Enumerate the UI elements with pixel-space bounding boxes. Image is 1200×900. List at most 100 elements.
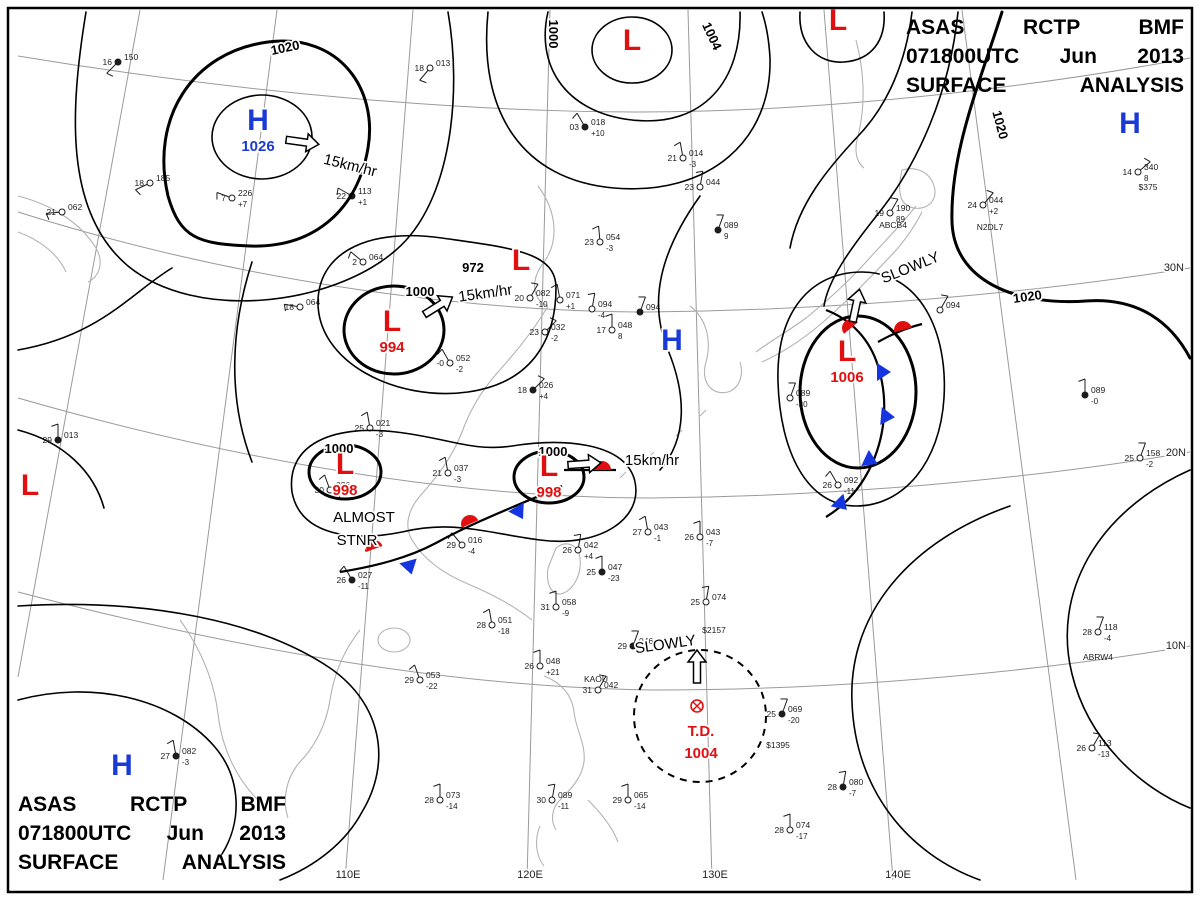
pressure-letter: H <box>111 749 133 782</box>
wind-barb-tick <box>135 189 141 196</box>
station-extra: -18 <box>498 627 510 636</box>
station-extra: -11 <box>558 802 570 811</box>
isobar-value-label: 1004 <box>699 20 725 53</box>
station-pressure: 052 <box>456 353 470 363</box>
station-plot: 21 014 -3 <box>668 141 703 169</box>
station-extra: -3 <box>606 244 614 253</box>
station-circle <box>1088 744 1096 752</box>
annotation-text: 15km/hr <box>322 151 379 181</box>
wind-barb-tick <box>106 72 114 77</box>
station-pressure: 065 <box>634 790 648 800</box>
isobar <box>1066 469 1191 809</box>
station-extra: -3 <box>689 160 697 169</box>
station-plot: 28 074 -17 <box>775 813 810 841</box>
station-extra: +1 <box>358 198 368 207</box>
wind-barb-tick <box>51 423 59 427</box>
station-plot: 26 043 -7 <box>685 520 720 548</box>
wind-barb-tick <box>45 213 50 220</box>
station-circle <box>536 662 544 670</box>
pressure-letter: L <box>623 24 641 57</box>
wind-barb-tick <box>533 649 541 653</box>
station-circle <box>458 541 466 549</box>
station-plot: 29 053 -22 <box>405 664 440 691</box>
station-circle <box>581 123 589 131</box>
station-temp: 7 <box>221 193 226 203</box>
isobar <box>591 16 673 84</box>
wind-barb-tick <box>673 141 681 147</box>
station-circle <box>296 303 304 311</box>
product-id: ASAS RCTP BMF <box>18 793 286 817</box>
station-extra: -2 <box>1146 460 1154 469</box>
station-temp: 24 <box>968 200 978 210</box>
wind-barb-tick <box>318 474 325 480</box>
station-circle <box>552 603 560 611</box>
low-pressure-center: L <box>621 22 643 59</box>
wind-barb-tick <box>283 304 286 312</box>
station-pressure: 113 <box>358 186 372 196</box>
station-pressure: 027 <box>358 570 372 580</box>
isobar <box>657 195 701 471</box>
isobar <box>17 603 380 881</box>
low-pressure-center: L <box>827 2 849 39</box>
station-temp: 18 <box>135 178 145 188</box>
meridian-line <box>687 9 713 881</box>
parallel-line <box>17 591 1191 691</box>
station-pressure: 074 <box>712 592 726 602</box>
station-circle <box>574 546 582 554</box>
warm-front-symbol <box>894 321 912 333</box>
station-circle <box>936 306 944 314</box>
grid-coordinate-label: 110E <box>336 869 361 881</box>
station-pressure: 340 <box>1144 162 1158 172</box>
station-extra: 8 <box>618 332 623 341</box>
station-circle <box>529 386 537 394</box>
station-pressure: 036 <box>336 480 350 490</box>
station-extra: -3 <box>182 758 190 767</box>
station-plot: 094 <box>936 294 960 314</box>
station-plot: 26 048 +21 <box>525 649 560 677</box>
station-pressure: 094 <box>598 299 612 309</box>
station-pressure: 080 <box>849 777 863 787</box>
station-temp: 27 <box>633 527 643 537</box>
station-plot: 089-0 <box>1078 378 1105 406</box>
station-circle <box>714 226 722 234</box>
station-circle <box>359 258 367 266</box>
isobar-value-label: 1000 <box>325 441 354 456</box>
station-circle <box>114 58 122 66</box>
wind-barb-tick <box>537 375 545 380</box>
station-extra: +4 <box>539 392 549 401</box>
isobar <box>233 261 253 463</box>
pressure-letter: L <box>838 335 856 368</box>
station-plot: 29 065 -14 <box>613 783 648 811</box>
station-pressure: 014 <box>689 148 703 158</box>
station-circle <box>624 796 632 804</box>
station-circle <box>886 209 894 217</box>
station-plot: 18 064 <box>283 297 320 312</box>
station-plot: -0 052 -2 <box>436 348 470 374</box>
wind-barb-tick <box>1078 378 1086 382</box>
coastline-layer <box>17 39 936 867</box>
station-plot: 26 042 +4 <box>563 533 598 561</box>
station-temp: 23 <box>685 182 695 192</box>
station-extra: -7 <box>849 789 857 798</box>
isobar <box>342 284 446 376</box>
station-temp: 26 <box>337 575 347 585</box>
station-circle <box>786 394 794 402</box>
chart-type: SURFACE ANALYSIS <box>18 851 286 875</box>
station-circle <box>702 598 710 606</box>
station-circle <box>696 533 704 541</box>
station-circle <box>526 294 534 302</box>
wind-barb-tick <box>838 770 846 773</box>
station-plot: 094-4 <box>587 292 612 320</box>
station-temp: 22 <box>337 191 347 201</box>
station-pressure: 042 <box>584 540 598 550</box>
station-extra: -20 <box>788 716 800 725</box>
station-circle <box>778 710 786 718</box>
station-temp: 28 <box>828 782 838 792</box>
wind-barb-tick <box>595 555 603 559</box>
station-plot: 28 118 -4 <box>1083 616 1118 643</box>
product-id: ASAS RCTP BMF <box>906 16 1184 39</box>
